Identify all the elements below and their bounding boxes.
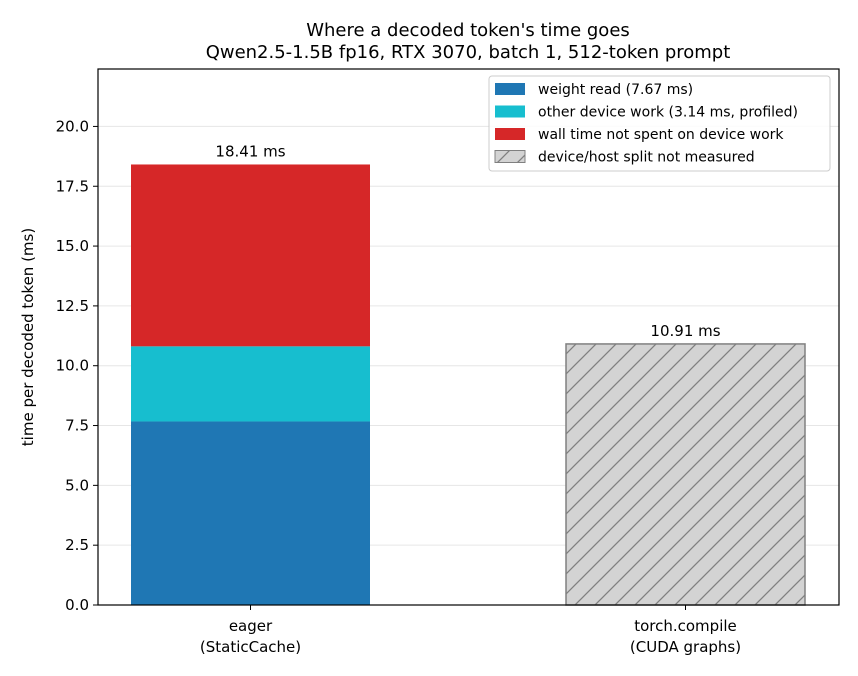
y-tick-label: 12.5 [56,297,89,315]
x-tick-label: (StaticCache) [200,638,301,656]
legend: weight read (7.67 ms) other device work (… [488,75,831,172]
plot-frame [97,68,840,606]
y-tick-label: 17.5 [56,177,89,195]
chart-title: Where a decoded token's time goes [306,20,630,41]
x-axis: eager (StaticCache) torch.compile (CUDA gra… [200,605,741,656]
legend-swatch [495,128,525,140]
bar-total-label: 18.41 ms [215,142,285,160]
y-tick-label: 10.0 [56,357,89,375]
y-tick-label: 7.5 [65,417,89,435]
total-labels: 18.41 ms 10.91 ms [215,142,720,339]
y-tick-label: 20.0 [56,117,89,135]
legend-swatch [495,83,525,95]
legend-label: other device work (3.14 ms, profiled) [538,105,798,121]
legend-frame [488,75,831,172]
y-tick-label: 5.0 [65,476,89,494]
bars [131,164,806,606]
x-tick-label: (CUDA graphs) [630,638,741,656]
bar-segment [131,421,370,605]
chart-subtitle: Qwen2.5-1.5B fp16, RTX 3070, batch 1, 51… [206,42,731,63]
bar-total-label: 10.91 ms [650,322,720,340]
y-tick-label: 2.5 [65,536,89,554]
x-tick-label: torch.compile [634,617,737,635]
x-tick-label: eager [229,617,273,635]
legend-swatch [494,150,526,163]
legend-swatch [495,105,525,118]
bar-segment [131,346,370,422]
y-tick-label: 15.0 [56,237,89,255]
bar-segment [131,164,370,347]
y-tick-label: 0.0 [65,596,89,614]
y-axis-label: time per decoded token (ms) [19,228,37,446]
bar-segment [565,343,806,606]
legend-label: wall time not spent on device work [538,127,784,143]
y-axis: 0.0 2.5 5.0 7.5 10.0 12.5 15.0 17.5 20.0 [56,117,98,614]
legend-label: device/host split not measured [538,150,755,166]
legend-label: weight read (7.67 ms) [538,82,693,98]
